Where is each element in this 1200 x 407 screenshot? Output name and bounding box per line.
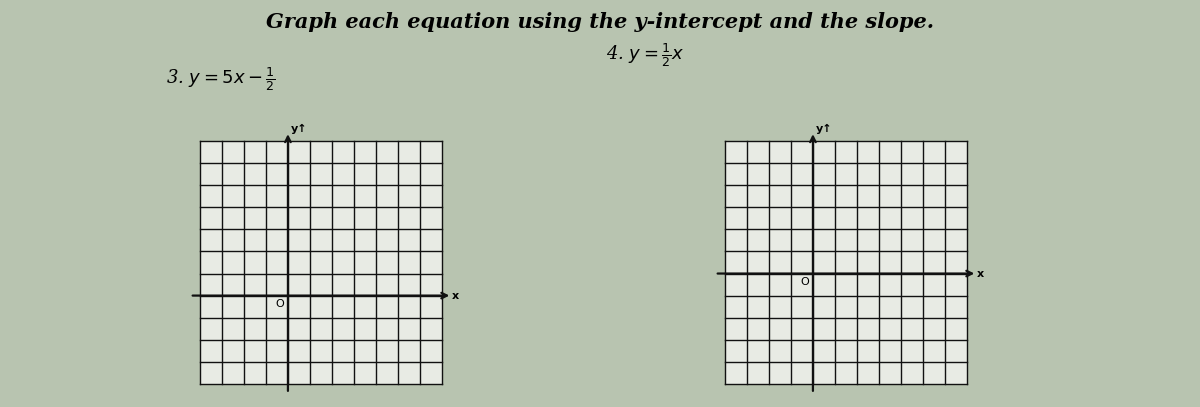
Text: Graph each equation using the y-intercept and the slope.: Graph each equation using the y-intercep… (266, 12, 934, 32)
Text: O: O (800, 277, 810, 287)
Text: 3. $y = 5x - \frac{1}{2}$: 3. $y = 5x - \frac{1}{2}$ (166, 65, 276, 93)
Text: y↑: y↑ (290, 123, 307, 133)
Text: x: x (977, 269, 984, 279)
Text: y↑: y↑ (816, 123, 833, 133)
Text: 4. $y = \frac{1}{2}x$: 4. $y = \frac{1}{2}x$ (606, 41, 685, 68)
Text: x: x (452, 291, 460, 301)
Text: O: O (276, 299, 284, 309)
